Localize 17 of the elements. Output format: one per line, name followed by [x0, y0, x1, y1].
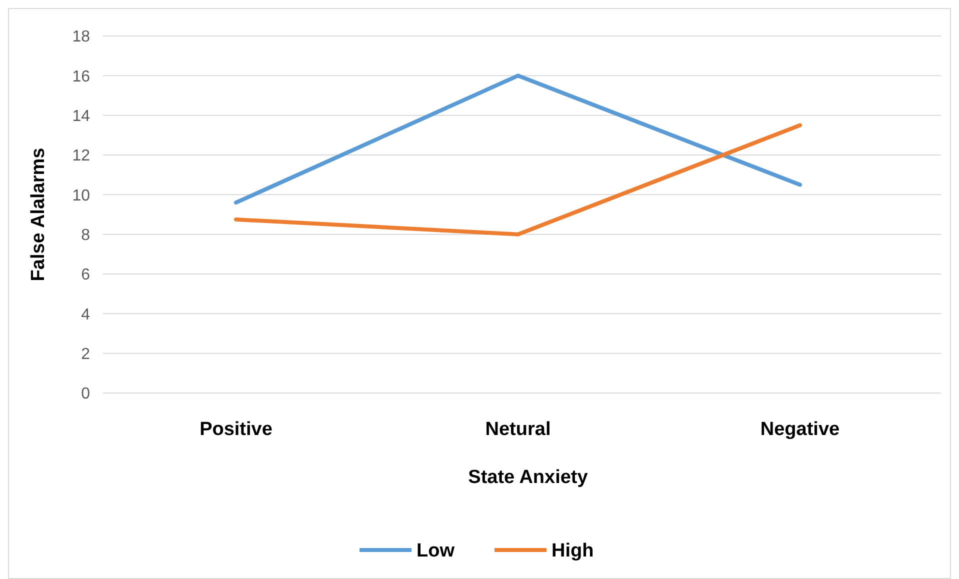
y-tick-label: 10 [72, 187, 90, 204]
y-tick-label: 18 [72, 28, 90, 46]
x-tick-label: Netural [485, 419, 551, 440]
y-tick-label: 4 [81, 306, 90, 324]
y-tick-label: 6 [81, 266, 90, 284]
legend-label: Low [416, 540, 455, 562]
x-tick-label: Positive [200, 419, 272, 440]
x-axis-title: State Anxiety [468, 467, 588, 488]
y-tick-label: 12 [72, 148, 90, 165]
y-tick-label: 2 [81, 346, 90, 363]
y-tick-label: 0 [81, 386, 90, 403]
y-axis-title: False Alalarms [28, 148, 49, 282]
x-tick-label: Negative [760, 419, 840, 440]
legend-label: High [552, 540, 594, 562]
y-tick-label: 8 [81, 226, 90, 244]
y-tick-label: 14 [72, 108, 90, 125]
y-tick-label: 16 [72, 68, 90, 86]
